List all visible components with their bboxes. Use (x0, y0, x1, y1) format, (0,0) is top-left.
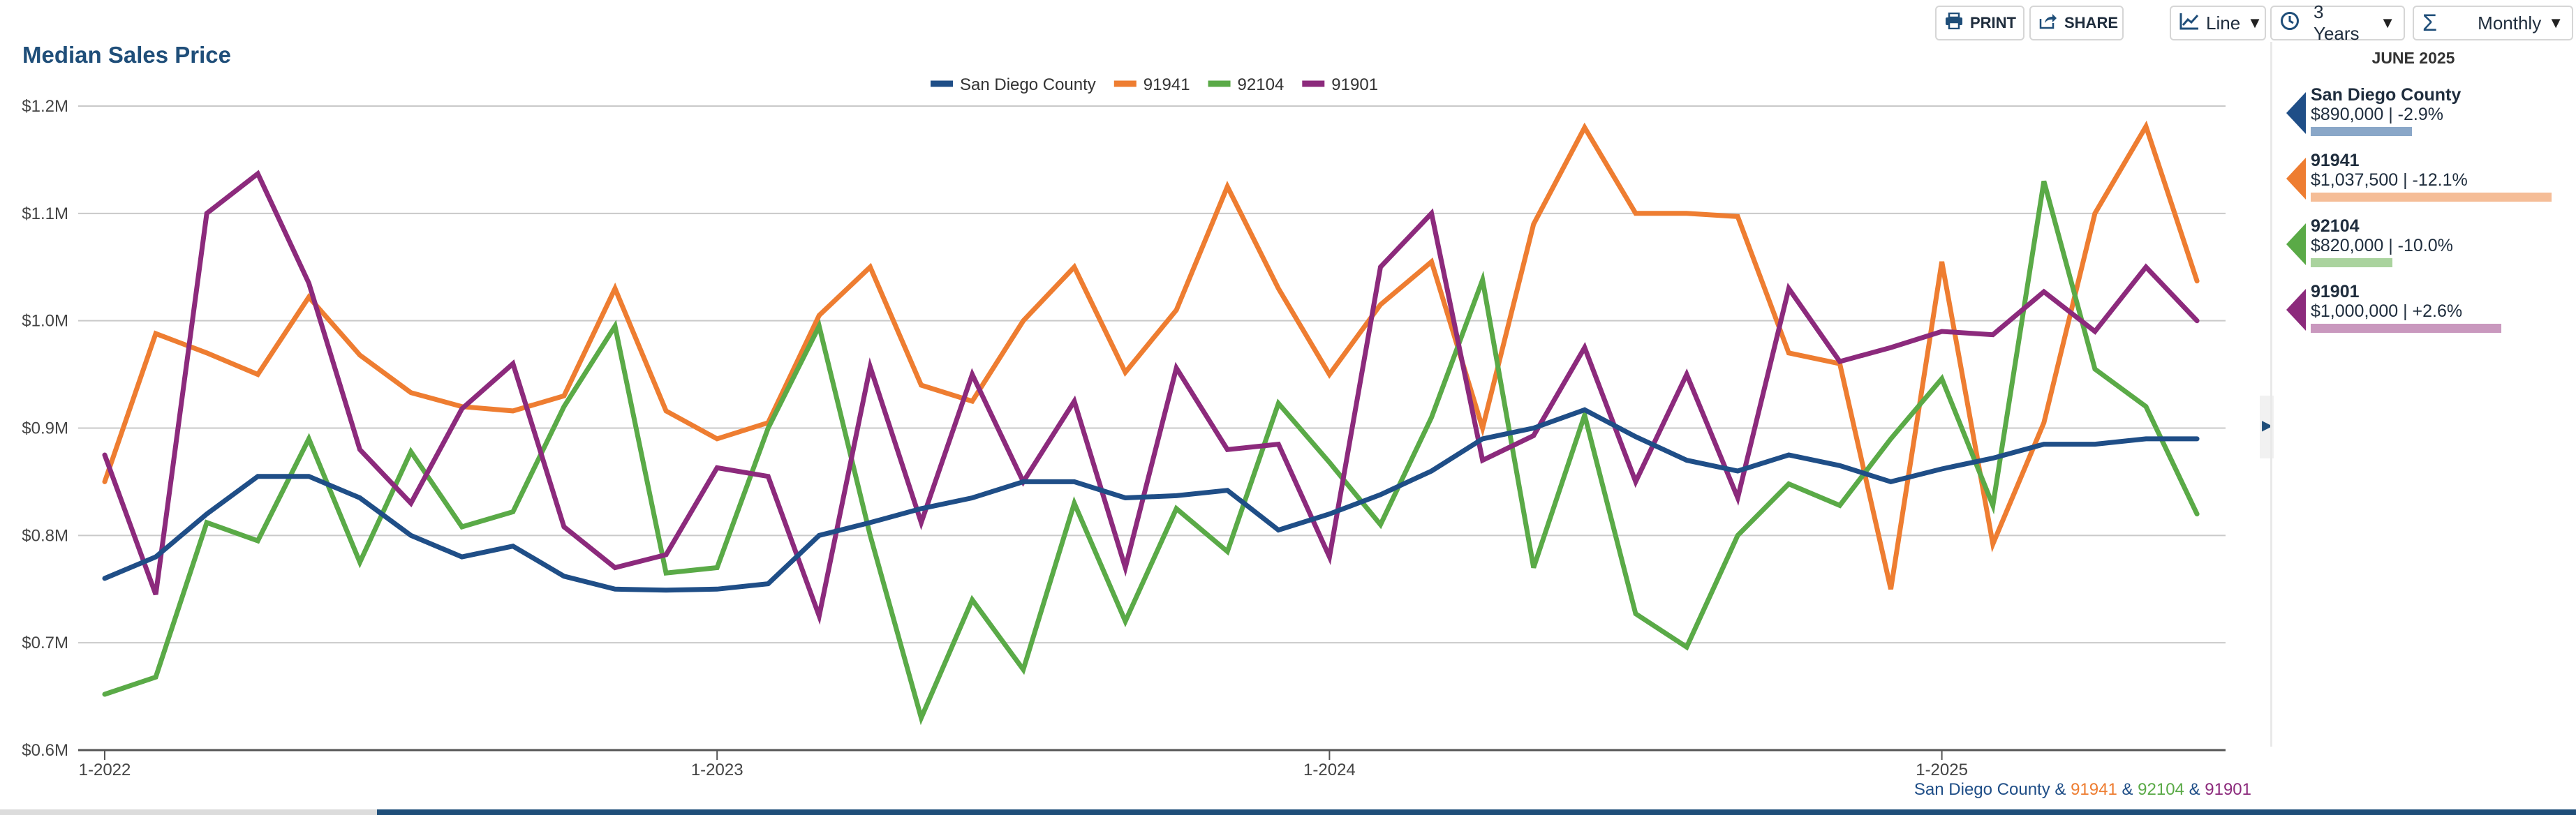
panel-entry-name: 92104 (2311, 216, 2360, 236)
footer-legend-name: San Diego County (1914, 780, 2050, 799)
printer-icon (1945, 12, 1963, 34)
panel-entry-bar (2311, 258, 2393, 267)
period-dropdown[interactable]: 3 Years ▼ (2270, 1, 2405, 44)
footer-legend-name: 91941 (2071, 780, 2117, 799)
side-panel (2274, 42, 2576, 747)
panel-entry-value: $1,000,000 | +2.6% (2311, 301, 2463, 321)
panel-divider (2270, 42, 2272, 747)
pointer-arrow (2286, 223, 2306, 265)
chevron-down-icon: ▼ (2247, 14, 2263, 31)
pointer-arrow (2286, 289, 2306, 331)
panel-entry-name: 91941 (2311, 151, 2360, 170)
x-tick-label: 1-2023 (691, 761, 743, 779)
y-tick-label: $0.7M (22, 634, 68, 652)
y-tick-label: $1.1M (22, 204, 68, 223)
panel-entry-bar (2311, 127, 2412, 136)
bottom-tab-active[interactable] (0, 809, 377, 815)
print-label: PRINT (1970, 14, 2016, 31)
chevron-down-icon: ▼ (2548, 14, 2563, 31)
y-tick-label: $0.9M (22, 419, 68, 438)
panel-entry-bar (2311, 193, 2552, 202)
line-chart: $0.6M $0.7M $0.8M $0.9M $1.0M $1.1M $1.2M 1-202… (22, 75, 2226, 779)
panel-entry-bar (2311, 324, 2501, 333)
panel-date-label: JUNE 2025 (2371, 49, 2455, 67)
legend-label: 92104 (1238, 75, 1285, 94)
share-label: SHARE (2064, 14, 2119, 31)
footer-legend-separator: & (2117, 780, 2138, 799)
chart-type-dropdown[interactable]: Line ▼ (2170, 6, 2266, 40)
legend-label: 91941 (1143, 75, 1190, 94)
footer-legend: San Diego County & 91941 & 92104 & 91901 (1914, 780, 2251, 800)
interval-value: Monthly (2478, 12, 2542, 33)
chart-type-value: Line (2206, 12, 2241, 33)
line-chart-icon (2179, 12, 2199, 35)
series-line-91901 (102, 170, 2200, 625)
share-button[interactable]: SHARE (2029, 6, 2124, 40)
series-line-92104 (102, 180, 2200, 726)
share-icon (2039, 12, 2057, 34)
interval-dropdown[interactable]: Σ Monthly ▼ (2413, 6, 2573, 40)
x-tick-label: 1-2024 (1303, 761, 1356, 779)
panel-entry-value: $820,000 | -10.0% (2311, 236, 2453, 255)
panel-entry-value: $1,037,500 | -12.1% (2311, 170, 2468, 190)
legend-label: 91901 (1331, 75, 1378, 94)
footer-legend-separator: & (2184, 780, 2205, 799)
chart-title: Median Sales Price (22, 42, 231, 68)
y-tick-label: $1.2M (22, 97, 68, 116)
y-tick-label: $0.8M (22, 526, 68, 545)
chevron-right-icon: ▶ (2262, 418, 2273, 433)
series-line-91941 (102, 120, 2200, 590)
sigma-icon: Σ (2422, 9, 2438, 36)
pointer-arrow (2286, 158, 2306, 200)
y-tick-label: $1.0M (22, 312, 68, 331)
footer-legend-name: 92104 (2138, 780, 2184, 799)
x-tick-label: 1-2022 (79, 761, 131, 779)
footer-legend-name: 91901 (2205, 780, 2251, 799)
bottom-tab-strip (0, 809, 2576, 815)
period-value: 3 Years (2314, 1, 2360, 44)
print-button[interactable]: PRINT (1935, 6, 2024, 40)
chevron-down-icon: ▼ (2380, 14, 2395, 31)
footer-legend-separator: & (2050, 780, 2071, 799)
panel-entry-name: San Diego County (2311, 85, 2462, 105)
pointer-arrow (2286, 92, 2306, 134)
y-tick-label: $0.6M (22, 741, 68, 760)
x-tick-label: 1-2025 (1916, 761, 1968, 779)
series-line-san-diego-county (102, 407, 2200, 593)
legend-label: San Diego County (960, 75, 1096, 94)
panel-entry-value: $890,000 | -2.9% (2311, 105, 2443, 124)
panel-entry-name: 91901 (2311, 282, 2360, 301)
clock-icon (2280, 11, 2300, 36)
